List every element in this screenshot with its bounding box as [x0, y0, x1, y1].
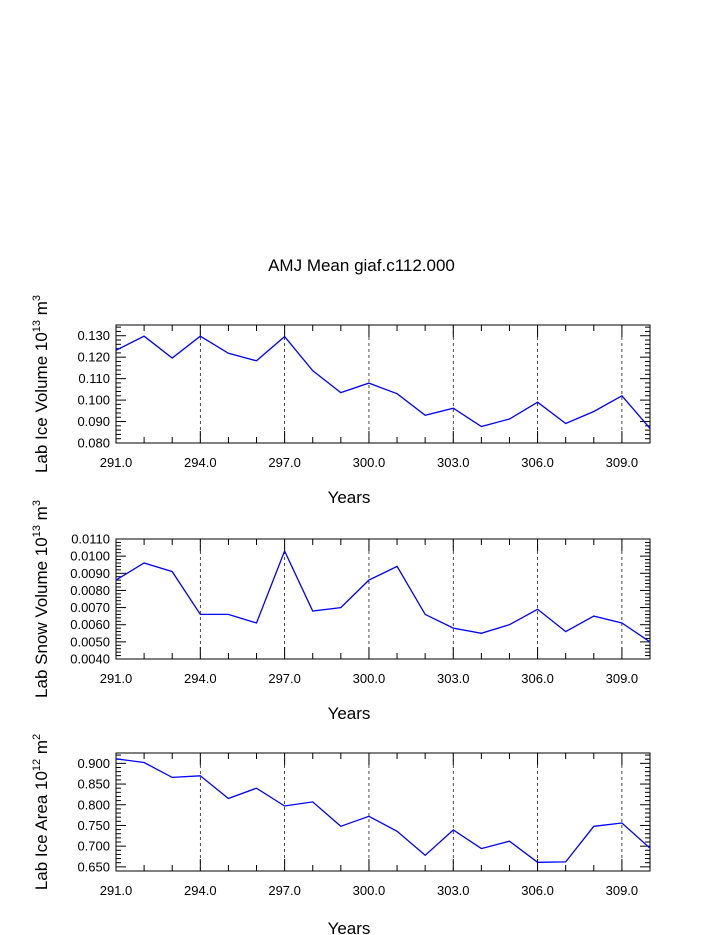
- y-tick-label: 0.0050: [70, 634, 110, 649]
- y-tick-label: 0.700: [77, 839, 110, 854]
- series-line: [115, 335, 651, 429]
- x-tick-label: 291.0: [100, 671, 133, 686]
- series-line: [115, 549, 651, 643]
- y-tick-label: 0.090: [77, 414, 110, 429]
- y-tick-label: 0.130: [77, 328, 110, 343]
- y-axis-label: Lab Snow Volume 1013 m3: [31, 500, 51, 698]
- y-tick-label: 0.0060: [70, 617, 110, 632]
- x-tick-label: 297.0: [268, 455, 301, 470]
- y-tick-label: 0.0040: [70, 652, 110, 667]
- plot-panel-2: 0.0040 0.0050 0.0060 0.0070 0.0080 0.0090 0.01…: [31, 500, 651, 723]
- x-tick-label: 303.0: [437, 883, 470, 898]
- x-tick-label: 291.0: [100, 883, 133, 898]
- y-tick-label: 0.750: [77, 818, 110, 833]
- y-tick-label: 0.110: [78, 371, 110, 386]
- series-line: [115, 758, 651, 863]
- chart-title: AMJ Mean giaf.c112.000: [268, 256, 455, 275]
- x-tick-label: 306.0: [521, 455, 554, 470]
- y-tick-label: 0.0110: [71, 532, 110, 547]
- y-tick-label: 0.800: [77, 797, 110, 812]
- y-tick-label: 0.080: [77, 436, 110, 451]
- x-axis-label: Years: [328, 488, 371, 507]
- y-tick-label: 0.900: [77, 756, 110, 771]
- y-tick-label: 0.0090: [70, 566, 110, 581]
- x-tick-label: 297.0: [268, 671, 301, 686]
- x-tick-label: 300.0: [353, 455, 386, 470]
- y-axis-label: Lab Ice Area 1012 m2: [31, 734, 51, 890]
- y-tick-label: 0.650: [77, 859, 110, 874]
- x-axis-label: Years: [328, 704, 371, 723]
- plot-panel-1: 0.080 0.090 0.100 0.110 0.120 0.130 291.0 294.0…: [31, 295, 651, 507]
- x-tick-label: 294.0: [184, 671, 217, 686]
- x-tick-label: 300.0: [353, 883, 386, 898]
- x-tick-label: 303.0: [437, 455, 470, 470]
- x-tick-label: 291.0: [100, 455, 133, 470]
- y-tick-label: 0.0100: [70, 549, 110, 564]
- x-tick-label: 303.0: [437, 671, 470, 686]
- plot-frame: [115, 752, 651, 872]
- x-tick-label: 306.0: [521, 883, 554, 898]
- x-tick-label: 294.0: [184, 455, 217, 470]
- x-tick-label: 306.0: [521, 671, 554, 686]
- x-tick-label: 309.0: [606, 455, 639, 470]
- x-tick-label: 300.0: [353, 671, 386, 686]
- y-tick-label: 0.0070: [70, 600, 110, 615]
- plot-frame: [115, 324, 651, 444]
- x-axis-label: Years: [328, 919, 371, 935]
- plot-frame: [115, 538, 651, 660]
- y-tick-label: 0.100: [77, 393, 110, 408]
- x-tick-label: 297.0: [268, 883, 301, 898]
- y-axis-label: Lab Ice Volume 1013 m3: [31, 295, 51, 473]
- y-tick-label: 0.120: [77, 350, 110, 365]
- y-tick-label: 0.850: [77, 777, 110, 792]
- plot-panel-3: 0.650 0.700 0.750 0.800 0.850 0.900 291.0 294.0…: [31, 734, 651, 935]
- x-tick-label: 309.0: [606, 671, 639, 686]
- x-tick-label: 309.0: [606, 883, 639, 898]
- x-tick-label: 294.0: [184, 883, 217, 898]
- y-tick-label: 0.0080: [70, 583, 110, 598]
